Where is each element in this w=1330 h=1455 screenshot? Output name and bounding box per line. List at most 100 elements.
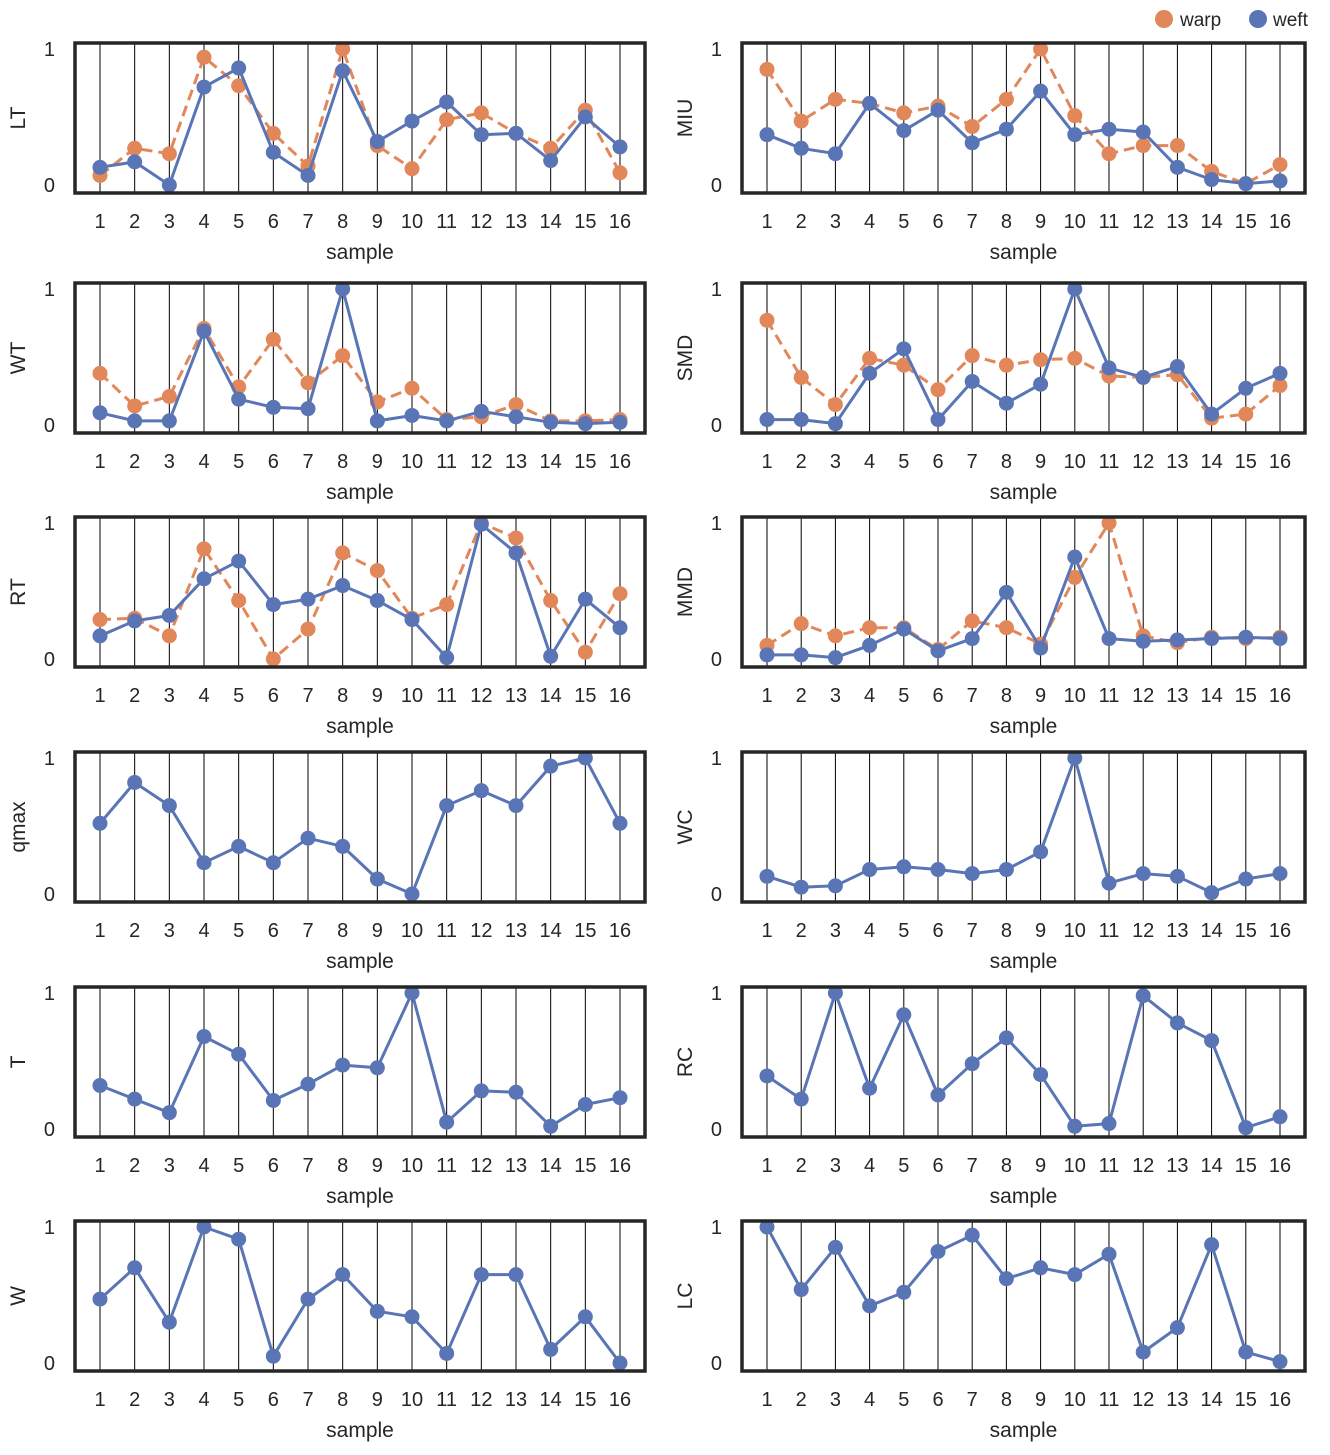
x-tick-label: 2 [796, 685, 807, 707]
data-point-weft [196, 79, 212, 95]
data-point-weft [335, 578, 351, 594]
x-tick-label: 16 [609, 685, 631, 707]
data-point-weft [1033, 83, 1049, 99]
x-tick-label: 9 [372, 920, 383, 942]
x-tick-label: 16 [609, 211, 631, 233]
data-point-warp [1101, 146, 1117, 162]
x-tick-label: 4 [198, 1389, 209, 1411]
data-point-weft [612, 815, 628, 831]
y-axis-label: MMD [674, 567, 697, 617]
x-tick-label: 16 [609, 451, 631, 473]
data-point-warp [404, 161, 420, 177]
x-tick-label: 6 [268, 1155, 279, 1177]
data-point-weft [827, 985, 843, 1001]
data-point-weft [1272, 173, 1288, 189]
x-tick-label: 6 [932, 451, 943, 473]
x-tick-label: 14 [1200, 1155, 1222, 1177]
y-tick-label: 1 [711, 279, 722, 301]
y-tick-label: 1 [44, 513, 55, 535]
data-point-warp [508, 397, 524, 413]
data-point-weft [964, 373, 980, 389]
data-point-weft [1238, 176, 1254, 192]
data-point-weft [577, 750, 593, 766]
x-tick-label: 7 [302, 1155, 313, 1177]
x-tick-label: 7 [302, 1389, 313, 1411]
x-tick-label: 6 [268, 1389, 279, 1411]
data-point-weft [92, 159, 108, 175]
data-point-weft [759, 647, 775, 663]
data-point-weft [1169, 359, 1185, 375]
data-point-warp [793, 616, 809, 632]
x-tick-label: 5 [233, 685, 244, 707]
x-tick-label: 5 [898, 920, 909, 942]
x-tick-label: 13 [505, 451, 527, 473]
series-line-weft [98, 756, 622, 896]
data-point-weft [964, 866, 980, 882]
x-tick-label: 9 [372, 211, 383, 233]
y-tick-label: 0 [711, 884, 722, 906]
data-point-warp [300, 621, 316, 637]
data-point-weft [300, 1076, 316, 1092]
data-point-weft [1135, 988, 1151, 1004]
x-tick-label: 11 [436, 685, 457, 707]
data-point-weft [127, 1260, 143, 1276]
data-point-weft [300, 830, 316, 846]
series-line-weft [765, 1226, 1281, 1364]
data-point-weft [1238, 380, 1254, 396]
x-tick-label: 7 [302, 920, 313, 942]
x-tick-label: 12 [1132, 920, 1154, 942]
data-point-warp [300, 375, 316, 391]
data-point-warp [127, 140, 143, 156]
plot-frame [740, 515, 1307, 669]
series-line-weft [99, 522, 621, 660]
data-point-weft [964, 1056, 980, 1072]
y-axis-label: MIU [674, 99, 697, 138]
data-point-warp [896, 357, 912, 373]
data-point-warp [827, 628, 843, 644]
data-point-weft [404, 1309, 420, 1325]
data-point-warp [543, 593, 559, 609]
y-tick-label: 1 [44, 983, 55, 1005]
x-tick-label: 3 [164, 451, 175, 473]
data-point-weft [577, 416, 593, 432]
y-tick-label: 0 [711, 1119, 722, 1141]
data-point-weft [473, 1267, 489, 1283]
data-point-warp [265, 651, 281, 667]
plot-frame [740, 985, 1307, 1139]
data-point-weft [265, 144, 281, 160]
x-tick-label: 9 [372, 1389, 383, 1411]
data-point-weft [335, 838, 351, 854]
y-axis-label: SMD [674, 335, 697, 382]
x-tick-label: 7 [967, 451, 978, 473]
data-point-weft [473, 403, 489, 419]
data-point-weft [231, 1231, 247, 1247]
x-tick-label: 4 [864, 1389, 875, 1411]
x-tick-label: 13 [1166, 685, 1188, 707]
x-tick-label: 3 [164, 685, 175, 707]
data-point-warp [998, 91, 1014, 107]
data-point-warp [231, 593, 247, 609]
x-tick-label: 12 [1132, 1155, 1154, 1177]
data-point-weft [1101, 360, 1117, 376]
x-tick-label: 8 [1001, 1155, 1012, 1177]
data-point-warp [998, 357, 1014, 373]
data-point-weft [759, 1068, 775, 1084]
x-tick-label: 7 [967, 211, 978, 233]
data-point-weft [335, 1267, 351, 1283]
data-point-weft [161, 1314, 177, 1330]
x-tick-label: 12 [470, 1155, 492, 1177]
x-tick-label: 2 [129, 685, 140, 707]
x-tick-label: 9 [1035, 1389, 1046, 1411]
y-tick-label: 0 [44, 175, 55, 197]
data-point-weft [1204, 885, 1220, 901]
x-tick-label: 8 [337, 1155, 348, 1177]
x-tick-label: 4 [864, 920, 875, 942]
data-point-weft [473, 516, 489, 532]
x-tick-label: 2 [796, 211, 807, 233]
data-point-warp [793, 113, 809, 129]
x-tick-label: 6 [932, 920, 943, 942]
data-point-weft [1135, 866, 1151, 882]
